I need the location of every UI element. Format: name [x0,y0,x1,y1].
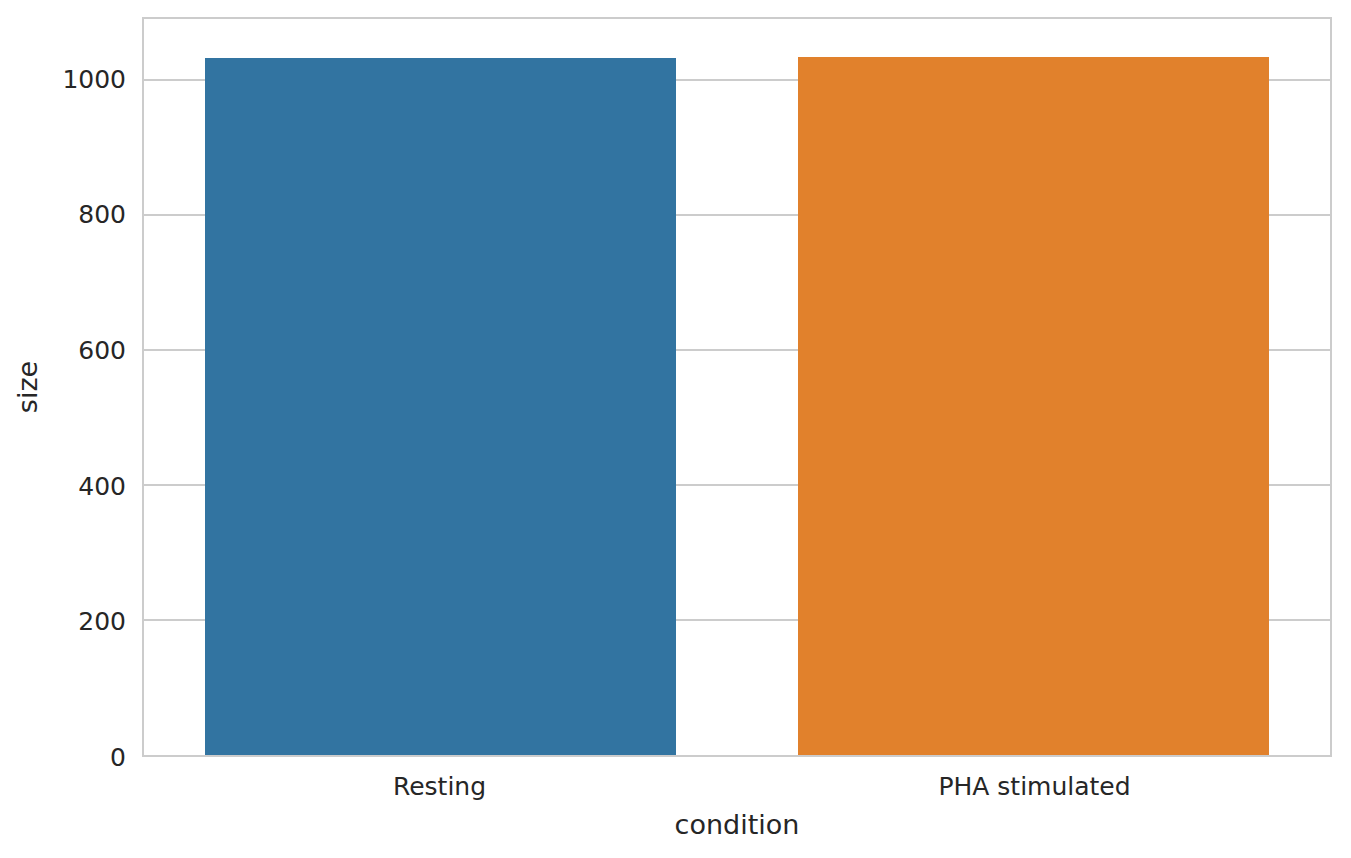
plot-area [142,17,1332,757]
y-tick-label: 400 [0,473,126,498]
x-axis-label: condition [675,811,800,838]
bar-resting [205,58,676,755]
x-tick-label-resting: Resting [393,774,486,799]
y-tick-label: 600 [0,338,126,363]
y-axis-label: size [14,361,41,413]
bar-chart-figure: size 0 200 400 600 800 1000 Resting PHA stimul… [0,0,1351,858]
bar-pha-stimulated [798,57,1269,755]
y-tick-label: 0 [0,745,126,770]
y-tick-label: 200 [0,609,126,634]
y-tick-label: 800 [0,202,126,227]
y-tick-label: 1000 [0,66,126,91]
x-tick-label-pha-stimulated: PHA stimulated [938,774,1130,799]
